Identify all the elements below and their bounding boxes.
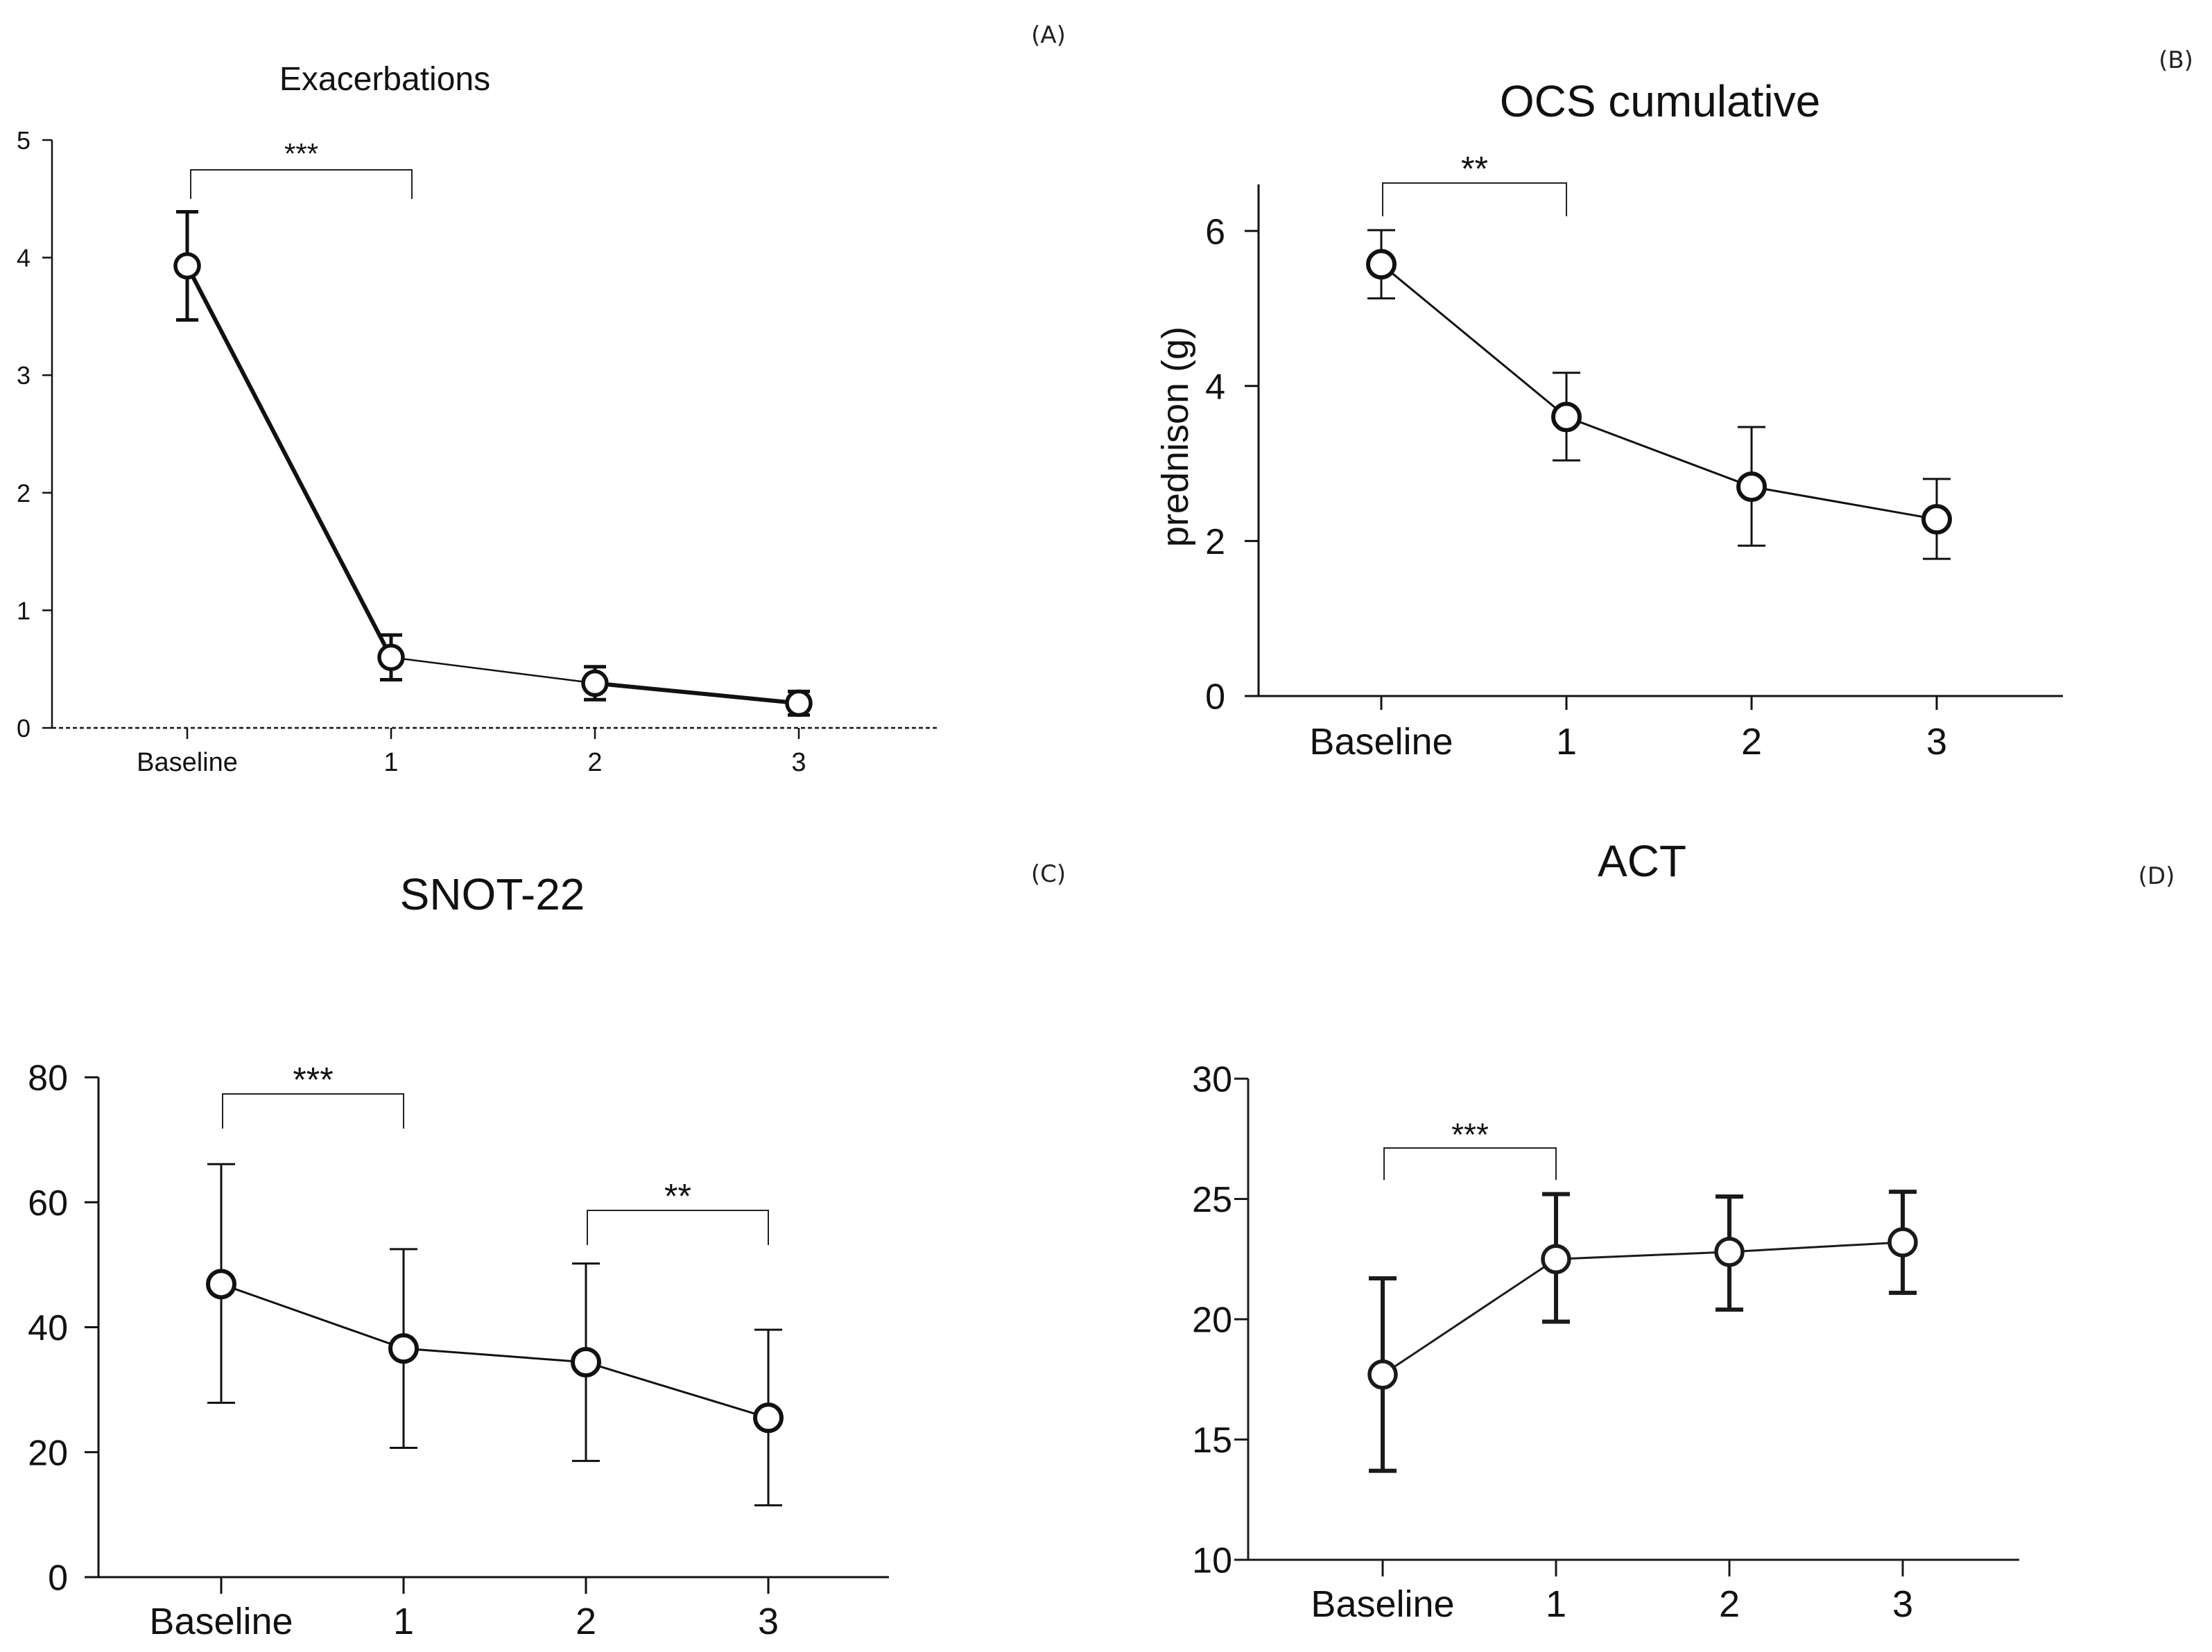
y-tick-label-a: 3 xyxy=(17,361,31,390)
series-line-segment-d xyxy=(1729,1241,1903,1253)
series-line-segment-a xyxy=(594,681,800,706)
significance-label-c: *** xyxy=(293,1061,333,1099)
significance-bracket-c xyxy=(222,1093,404,1129)
data-point-d xyxy=(1714,1237,1745,1267)
y-tick-label-a: 2 xyxy=(17,479,31,507)
significance-label-c: ** xyxy=(664,1177,691,1216)
panel-d-act: (D) ACT 10 15 20 25 30 Baseline 1 2 3 *** xyxy=(1192,836,2175,1625)
x-tick-label-b: 1 xyxy=(1556,721,1577,763)
panel-label-c: (C) xyxy=(1031,860,1066,888)
data-point-c xyxy=(571,1346,601,1377)
y-tick-label-c: 40 xyxy=(28,1308,68,1348)
significance-label-a: *** xyxy=(284,137,318,170)
significance-bracket-b xyxy=(1382,182,1567,216)
series-line-segment-b xyxy=(1751,485,1937,521)
x-tick-label-d: 3 xyxy=(1892,1583,1913,1625)
x-tick-label-a: 2 xyxy=(587,748,602,777)
y-tick-label-d: 30 xyxy=(1192,1060,1232,1100)
y-tick-label-d: 25 xyxy=(1192,1180,1232,1220)
x-tick-label-c: Baseline xyxy=(149,1601,293,1642)
data-point-a xyxy=(173,252,201,280)
x-tick-label-b: 2 xyxy=(1741,721,1762,763)
y-tick-label-b: 6 xyxy=(1205,212,1225,252)
panel-label-a: (A) xyxy=(1031,21,1066,49)
y-tick-label-d: 15 xyxy=(1192,1420,1232,1461)
y-tick-label-a: 0 xyxy=(17,714,31,742)
panel-b-ocs-cumulative: (B) OCS cumulative prednison (g) 0 2 4 6 Bas… xyxy=(1155,46,2193,763)
series-line-segment-c xyxy=(221,1283,404,1350)
panel-label-b: (B) xyxy=(2159,46,2193,74)
y-axis-label-b: prednison (g) xyxy=(1155,327,1196,547)
y-tick-label-a: 5 xyxy=(17,126,31,155)
series-line-segment-a xyxy=(185,265,393,659)
data-point-d xyxy=(1887,1227,1918,1258)
x-tick-label-c: 1 xyxy=(393,1601,414,1642)
series-line-segment-c xyxy=(403,1347,587,1364)
y-tick-label-d: 10 xyxy=(1192,1541,1232,1581)
x-tick-label-b: 3 xyxy=(1926,721,1947,763)
series-line-segment-a xyxy=(390,656,596,684)
y-tick-label-c: 60 xyxy=(28,1183,68,1224)
data-point-c xyxy=(753,1402,784,1434)
x-tick-label-c: 3 xyxy=(758,1601,779,1642)
chart-title-d: ACT xyxy=(1598,836,1686,886)
significance-bracket-a xyxy=(190,169,413,199)
data-point-b xyxy=(1736,471,1767,503)
x-tick-label-a: 3 xyxy=(791,748,806,777)
series-line-segment-b xyxy=(1566,416,1752,488)
significance-label-d: *** xyxy=(1451,1117,1489,1153)
y-tick-label-a: 1 xyxy=(17,596,31,625)
y-tick-label-b: 2 xyxy=(1205,522,1225,562)
significance-bracket-d xyxy=(1383,1147,1557,1180)
chart-title-a: Exacerbations xyxy=(279,61,490,98)
y-tick-label-b: 0 xyxy=(1205,677,1225,718)
series-line-segment-b xyxy=(1381,263,1567,418)
chart-title-c: SNOT-22 xyxy=(400,869,585,919)
y-tick-label-c: 0 xyxy=(48,1558,68,1599)
series-line-segment-d xyxy=(1555,1251,1730,1260)
data-point-b xyxy=(1551,401,1582,433)
series-line-segment-c xyxy=(585,1361,769,1419)
data-point-a xyxy=(785,689,813,718)
data-point-a xyxy=(581,669,609,697)
x-tick-label-a: Baseline xyxy=(137,748,238,777)
data-point-d xyxy=(1367,1359,1398,1390)
chart-title-b: OCS cumulative xyxy=(1500,76,1820,126)
significance-label-b: ** xyxy=(1461,150,1488,189)
y-tick-label-b: 4 xyxy=(1205,367,1225,407)
data-point-b xyxy=(1366,249,1397,280)
x-tick-label-d: Baseline xyxy=(1311,1583,1454,1625)
data-point-c xyxy=(388,1333,419,1364)
data-point-b xyxy=(1921,504,1952,535)
x-tick-label-b: Baseline xyxy=(1309,721,1453,763)
x-tick-label-c: 2 xyxy=(576,1601,596,1642)
data-point-a xyxy=(377,643,405,671)
series-line-segment-d xyxy=(1382,1258,1557,1376)
data-point-c xyxy=(206,1269,236,1300)
x-tick-label-a: 1 xyxy=(383,748,398,777)
x-tick-label-d: 1 xyxy=(1546,1583,1566,1625)
y-tick-label-a: 4 xyxy=(17,244,31,272)
data-point-d xyxy=(1541,1244,1571,1274)
panel-a-exacerbations: (A) Exacerbations 0 1 2 3 4 5 Baseline 1 2 3 *** xyxy=(17,21,1066,777)
panel-label-d: (D) xyxy=(2138,862,2175,890)
x-tick-label-d: 2 xyxy=(1719,1583,1740,1625)
y-tick-label-c: 80 xyxy=(28,1059,68,1099)
y-tick-label-d: 20 xyxy=(1192,1301,1232,1341)
significance-bracket-c xyxy=(587,1210,769,1245)
y-tick-label-c: 20 xyxy=(28,1433,68,1473)
